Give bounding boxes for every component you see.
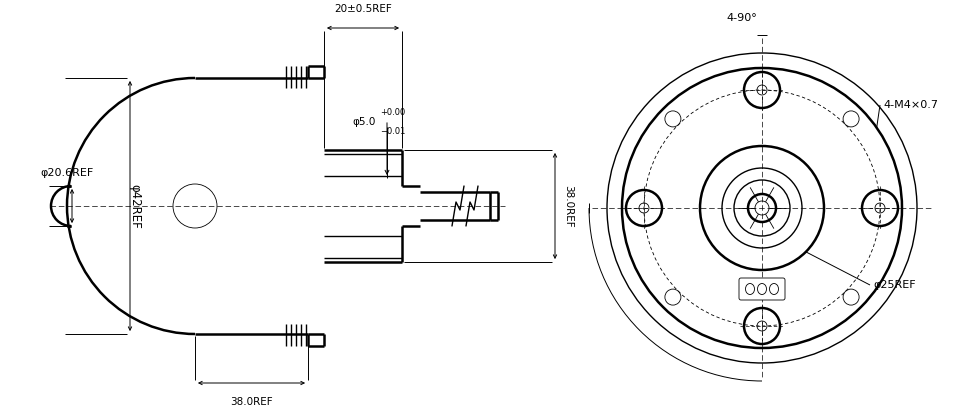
Text: φ20.6REF: φ20.6REF xyxy=(40,168,93,178)
Text: φ5.0: φ5.0 xyxy=(352,117,375,127)
Text: 38.0REF: 38.0REF xyxy=(562,185,573,227)
Text: 4-90°: 4-90° xyxy=(726,13,756,23)
Text: 4-M4×0.7: 4-M4×0.7 xyxy=(882,100,937,110)
Text: −0.01: −0.01 xyxy=(380,127,405,136)
Text: +0.00: +0.00 xyxy=(380,108,405,117)
Ellipse shape xyxy=(769,283,777,295)
Ellipse shape xyxy=(745,283,753,295)
FancyBboxPatch shape xyxy=(738,278,784,300)
Ellipse shape xyxy=(756,283,766,295)
Text: 38.0REF: 38.0REF xyxy=(230,397,273,407)
Text: φ42REF: φ42REF xyxy=(129,184,141,228)
Text: 20±0.5REF: 20±0.5REF xyxy=(333,4,391,14)
Text: φ25REF: φ25REF xyxy=(872,280,915,290)
